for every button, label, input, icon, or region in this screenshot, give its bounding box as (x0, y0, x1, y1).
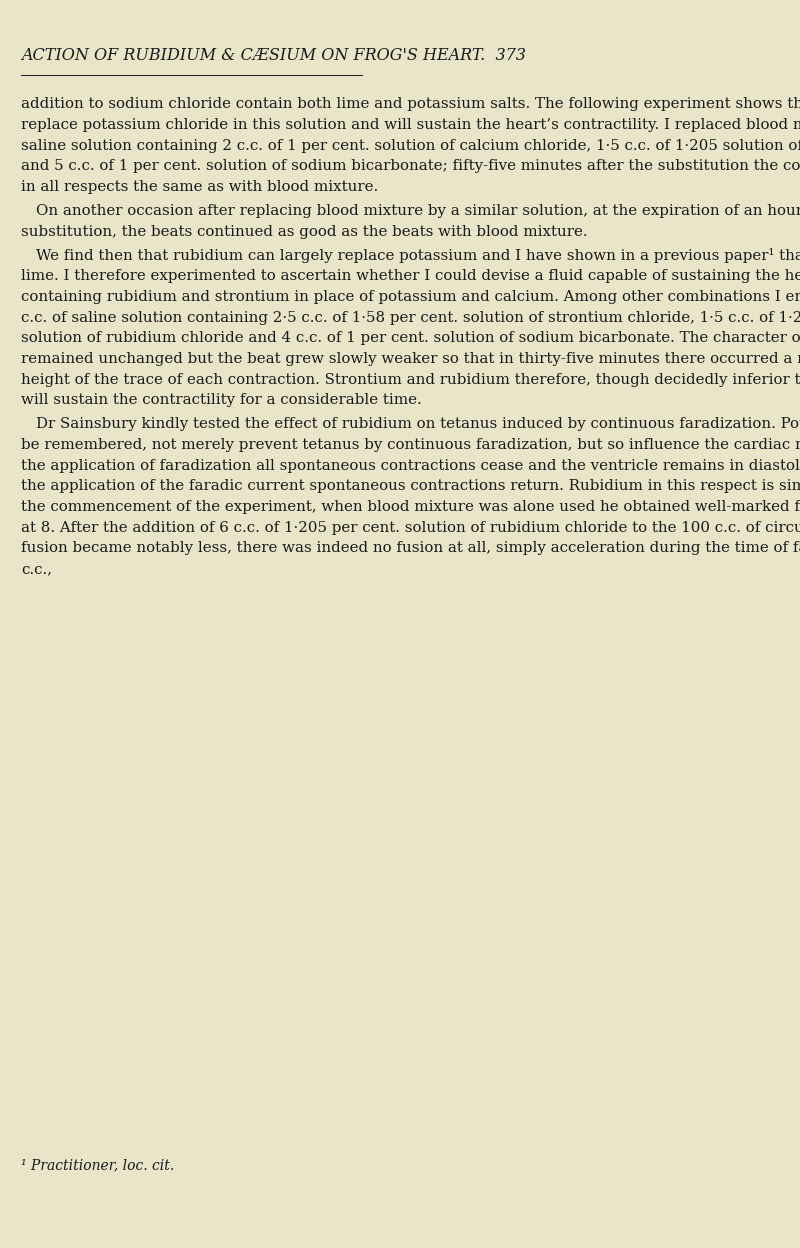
Text: fusion became notably less, there was indeed no fusion at all, simply accelerati: fusion became notably less, there was in… (21, 542, 800, 555)
Text: We find then that rubidium can largely replace potassium and I have shown in a p: We find then that rubidium can largely r… (36, 248, 800, 263)
Text: at 8. After the addition of 6 c.c. of 1·205 per cent. solution of rubidium chlor: at 8. After the addition of 6 c.c. of 1·… (21, 520, 800, 534)
Text: addition to sodium chloride contain both lime and potassium salts. The following: addition to sodium chloride contain both… (21, 97, 800, 111)
Text: containing rubidium and strontium in place of potassium and calcium. Among other: containing rubidium and strontium in pla… (21, 290, 800, 303)
Text: the commencement of the experiment, when blood mixture was alone used he obtaine: the commencement of the experiment, when… (21, 500, 800, 514)
Text: and 5 c.c. of 1 per cent. solution of sodium bicarbonate; fifty-five minutes aft: and 5 c.c. of 1 per cent. solution of so… (21, 160, 800, 173)
Text: in all respects the same as with blood mixture.: in all respects the same as with blood m… (21, 180, 378, 195)
Text: the application of the faradic current spontaneous contractions return. Rubidium: the application of the faradic current s… (21, 479, 800, 493)
Text: the application of faradization all spontaneous contractions cease and the ventr: the application of faradization all spon… (21, 458, 800, 473)
Text: ¹ Practitioner, loc. cit.: ¹ Practitioner, loc. cit. (21, 1158, 174, 1172)
Text: c.c.,: c.c., (21, 562, 52, 577)
Text: will sustain the contractility for a considerable time.: will sustain the contractility for a con… (21, 393, 422, 407)
Text: solution of rubidium chloride and 4 c.c. of 1 per cent. solution of sodium bicar: solution of rubidium chloride and 4 c.c.… (21, 331, 800, 346)
Text: On another occasion after replacing blood mixture by a similar solution, at the : On another occasion after replacing bloo… (36, 203, 800, 218)
Text: ACTION OF RUBIDIUM & CÆSIUM ON FROG'S HEART.  373: ACTION OF RUBIDIUM & CÆSIUM ON FROG'S HE… (21, 47, 526, 65)
Text: remained unchanged but the beat grew slowly weaker so that in thirty-five minute: remained unchanged but the beat grew slo… (21, 352, 800, 366)
Text: Dr Sainsbury kindly tested the effect of rubidium on tetanus induced by continuo: Dr Sainsbury kindly tested the effect of… (36, 417, 800, 431)
Text: c.c. of saline solution containing 2·5 c.c. of 1·58 per cent. solution of stront: c.c. of saline solution containing 2·5 c… (21, 311, 800, 324)
Text: lime. I therefore experimented to ascertain whether I could devise a fluid capab: lime. I therefore experimented to ascert… (21, 270, 800, 283)
Text: replace potassium chloride in this solution and will sustain the heart’s contrac: replace potassium chloride in this solut… (21, 119, 800, 132)
Text: saline solution containing 2 c.c. of 1 per cent. solution of calcium chloride, 1: saline solution containing 2 c.c. of 1 p… (21, 139, 800, 152)
Text: be remembered, not merely prevent tetanus by continuous faradization, but so inf: be remembered, not merely prevent tetanu… (21, 438, 800, 452)
Text: substitution, the beats continued as good as the beats with blood mixture.: substitution, the beats continued as goo… (21, 225, 588, 238)
Text: height of the trace of each contraction. Strontium and rubidium therefore, thoug: height of the trace of each contraction.… (21, 373, 800, 387)
